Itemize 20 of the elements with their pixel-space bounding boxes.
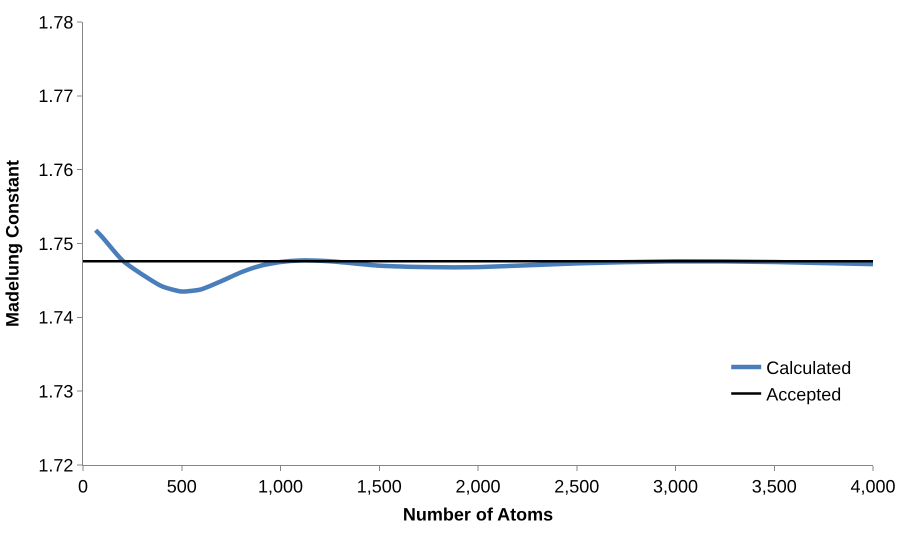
legend-label: Accepted [766,384,842,404]
x-tick-label: 4,000 [850,476,896,497]
x-tick-label: 1,500 [356,476,402,497]
x-tick-label: 0 [78,476,88,497]
y-tick-label: 1.72 [38,455,74,476]
x-tick-label: 3,000 [652,476,698,497]
x-tick-label: 1,000 [258,476,304,497]
x-tick-label: 2,500 [554,476,600,497]
legend-label: Calculated [766,358,852,378]
y-tick-label: 1.77 [38,86,74,106]
y-tick-label: 1.78 [38,12,74,32]
x-axis-title: Number of Atoms [402,504,554,525]
y-tick-label: 1.75 [38,234,74,254]
y-tick-label: 1.74 [38,308,74,328]
y-axis-title: Madelung Constant [2,160,23,327]
x-tick-label: 2,000 [455,476,501,497]
x-tick-label: 500 [166,476,197,497]
x-tick-label: 3,500 [752,476,797,497]
y-tick-label: 1.76 [38,160,74,180]
y-tick-label: 1.73 [38,381,74,402]
